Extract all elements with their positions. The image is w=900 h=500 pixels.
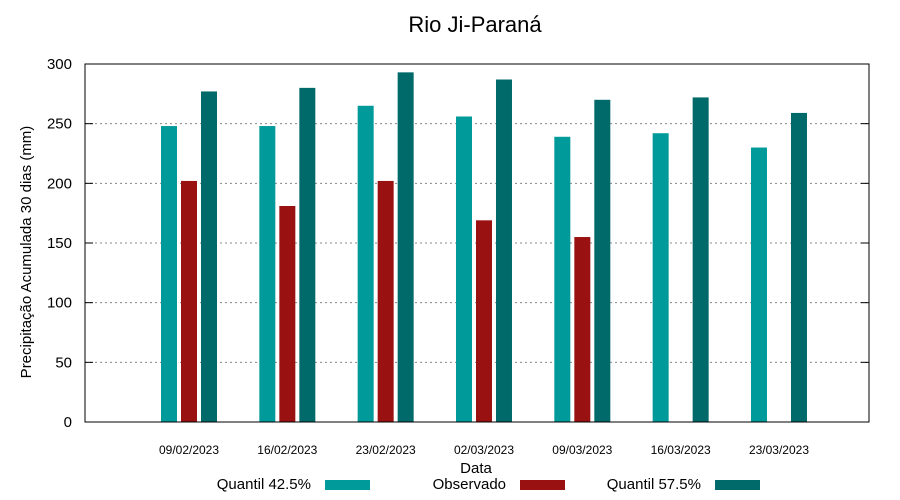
bar: [397, 72, 414, 422]
bar: [475, 220, 492, 422]
y-tick-label: 0: [64, 414, 72, 431]
bar: [161, 126, 177, 422]
y-tick-label: 50: [55, 354, 72, 371]
bar: [750, 147, 767, 423]
bar: [554, 136, 571, 422]
y-tick-label: 100: [47, 295, 72, 312]
x-tick-label: 09/02/2023: [159, 443, 219, 457]
legend-label: Quantil 42.5%: [217, 476, 311, 493]
y-axis-label: Precipitação Acumulada 30 dias (mm): [18, 126, 35, 379]
x-axis-label: Data: [460, 460, 492, 477]
legend-swatch: [325, 480, 370, 490]
x-tick-label: 16/03/2023: [651, 443, 711, 457]
bar: [377, 180, 394, 422]
legend-label: Observado: [433, 476, 506, 493]
bar: [692, 97, 709, 422]
axis-ticks: 0 50 100 150 200 250 300 09/02/2023 16/02/2023 23…: [47, 56, 869, 457]
bar: [790, 112, 807, 422]
y-tick-label: 200: [47, 175, 72, 192]
bar: [201, 91, 217, 423]
y-tick-label: 300: [47, 56, 72, 73]
bar: [574, 237, 591, 422]
bar: [455, 116, 472, 423]
bar: [495, 79, 512, 422]
bar: [594, 99, 611, 423]
y-tick-label: 250: [47, 116, 72, 133]
x-tick-label: 02/03/2023: [454, 443, 514, 457]
bar: [299, 87, 316, 422]
y-tick-label: 150: [47, 235, 72, 252]
bar: [652, 133, 669, 423]
x-tick-label: 23/03/2023: [749, 443, 809, 457]
bar: [279, 206, 296, 422]
x-tick-label: 16/02/2023: [257, 443, 317, 457]
bars: [161, 72, 807, 423]
legend-label: Quantil 57.5%: [607, 476, 701, 493]
x-tick-label: 09/03/2023: [552, 443, 612, 457]
chart-title: Rio Ji-Paraná: [408, 12, 542, 37]
bar: [181, 180, 197, 422]
legend: Quantil 42.5% Observado Quantil 57.5%: [217, 476, 760, 493]
bar: [259, 126, 276, 422]
legend-swatch: [715, 480, 760, 490]
legend-swatch: [520, 480, 565, 490]
bar: [357, 105, 374, 423]
x-tick-label: 23/02/2023: [356, 443, 416, 457]
